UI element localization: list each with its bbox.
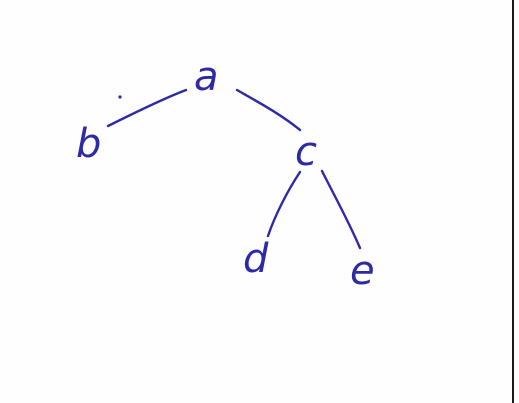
page-edge-line: [512, 0, 514, 403]
node-d: d: [243, 236, 269, 282]
stray-dot: [118, 95, 122, 99]
edge-c-d: [266, 170, 302, 238]
node-a: a: [194, 54, 219, 100]
edge-a-c: [235, 88, 302, 132]
edge-a-b: [106, 88, 188, 128]
node-e: e: [350, 248, 375, 294]
node-b: b: [76, 121, 101, 167]
node-c: c: [295, 129, 317, 175]
edge-c-e: [320, 169, 362, 250]
